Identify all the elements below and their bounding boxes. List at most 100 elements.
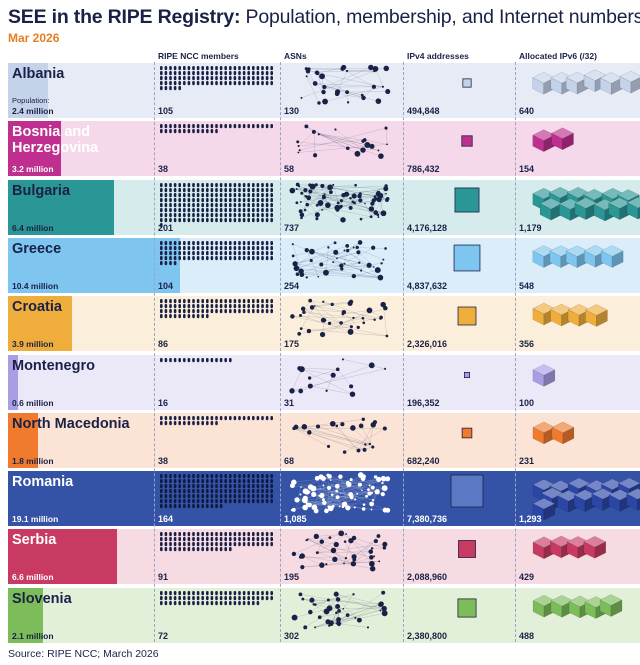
member-glyph (247, 76, 250, 81)
asn-node (332, 183, 335, 186)
member-glyph (206, 299, 209, 304)
asn-node (371, 445, 375, 449)
country-row: Romania 19.1 million 164 1,085 7,380,736 1,29… (8, 471, 640, 527)
member-glyph (224, 250, 227, 256)
member-glyph (169, 240, 172, 246)
member-glyph (183, 542, 186, 547)
asn-node (339, 198, 343, 202)
asn-node (313, 534, 319, 540)
member-glyph (219, 187, 223, 192)
member-glyph (215, 499, 218, 504)
asn-link (336, 252, 359, 259)
ipv6-cubes (532, 363, 556, 387)
member-glyph (247, 202, 250, 207)
member-glyph (252, 202, 255, 207)
asns-value: 31 (284, 397, 295, 408)
member-glyph (192, 250, 195, 256)
asn-node (305, 75, 308, 78)
member-glyph (173, 66, 177, 71)
member-glyph (265, 197, 269, 202)
member-glyph (229, 76, 232, 81)
member-glyph (242, 217, 246, 222)
asn-node (369, 501, 374, 507)
asn-node (327, 184, 333, 190)
member-glyph (252, 207, 255, 212)
asn-node (349, 390, 356, 397)
member-glyph (183, 129, 186, 134)
member-glyph (178, 474, 181, 479)
asn-node (335, 424, 339, 427)
members-glyphs (160, 124, 273, 134)
member-glyph (206, 479, 209, 484)
member-glyph (178, 590, 181, 595)
asn-node (381, 590, 386, 595)
member-glyph (247, 595, 250, 600)
asn-node (322, 484, 325, 487)
member-glyph (178, 532, 181, 537)
asn-link (314, 491, 378, 496)
asn-node (353, 506, 356, 509)
asn-link (319, 603, 382, 618)
member-glyph (210, 479, 214, 484)
asn-node (370, 201, 375, 206)
ipv4-mark (457, 306, 477, 326)
asn-node (325, 389, 328, 392)
asn-node (327, 321, 332, 326)
asn-link (343, 312, 359, 328)
asn-node (292, 426, 296, 430)
column-divider (515, 62, 516, 642)
member-glyph (270, 192, 273, 197)
asn-node (312, 153, 318, 158)
member-glyph (261, 197, 264, 202)
asn-link (329, 487, 352, 498)
asn-link (292, 485, 350, 495)
asn-node (343, 262, 346, 265)
asn-link (306, 249, 319, 277)
member-glyph (196, 499, 200, 504)
member-glyph (242, 542, 246, 547)
member-glyph (173, 542, 177, 547)
member-glyph (183, 212, 186, 217)
country-row: Slovenia 2.1 million 72 302 2,380,800 488 (8, 587, 640, 643)
asn-node (348, 538, 354, 544)
member-glyph (192, 182, 195, 187)
member-glyph (210, 76, 214, 81)
member-glyph (201, 595, 204, 600)
member-glyph (196, 590, 200, 595)
member-glyph (183, 245, 186, 251)
ipv6-cube (574, 196, 598, 220)
member-glyph (169, 494, 172, 499)
member-glyph (169, 420, 172, 425)
asn-node (352, 558, 357, 562)
member-glyph (233, 590, 237, 595)
member-glyph (229, 197, 232, 202)
member-glyph (160, 129, 163, 134)
member-glyph (164, 192, 168, 197)
ipv6-cube (626, 488, 640, 511)
member-glyph (256, 299, 260, 304)
member-glyph (270, 415, 273, 420)
member-glyph (256, 250, 260, 256)
asn-link (336, 593, 381, 605)
member-glyph (201, 304, 204, 309)
member-glyph (183, 590, 186, 595)
asn-node (291, 507, 296, 512)
member-glyph (210, 71, 214, 76)
member-glyph (242, 212, 246, 217)
asn-link (337, 70, 348, 92)
member-glyph (173, 504, 177, 509)
member-glyph (261, 250, 264, 256)
ipv6-cube (532, 421, 556, 444)
asn-link (300, 186, 331, 211)
asn-node (385, 476, 391, 482)
asn-node (346, 481, 352, 488)
members-glyphs (160, 415, 273, 425)
asn-node (368, 549, 374, 555)
member-glyph (173, 537, 177, 542)
member-glyph (265, 217, 269, 222)
country-row: Montenegro 0.6 million 16 31 196,352 100 (8, 354, 640, 410)
asn-node (300, 486, 302, 488)
asn-node (380, 210, 387, 216)
member-glyph (201, 81, 204, 86)
member-glyph (265, 202, 269, 207)
